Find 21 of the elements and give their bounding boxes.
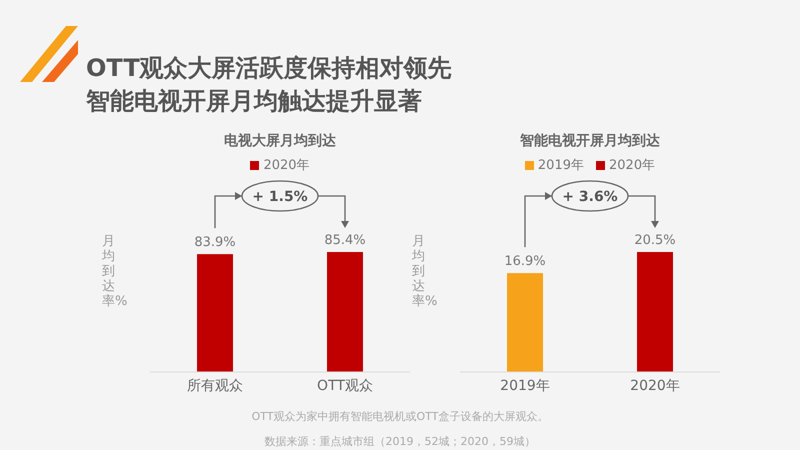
x-tick-label: 所有观众 <box>187 378 243 394</box>
chart-title: 智能电视开屏月均到达 <box>519 132 661 150</box>
y-axis-title: 月均到达率% <box>412 234 438 309</box>
y-axis-title: 月均到达率% <box>102 234 128 309</box>
text: 智能电视开屏月均触达提升显著 <box>86 86 423 117</box>
legend-label: 2019年 <box>536 157 584 174</box>
data-label: 20.5% <box>634 233 676 248</box>
data-label: 85.4% <box>324 233 366 248</box>
x-tick-label: 2020年 <box>630 378 680 394</box>
text: OTT观众为家中拥有智能电视机或OTT盒子设备的大屏观众。 <box>250 409 550 425</box>
text: OTT观众大屏活跃度保持相对领先 <box>86 53 452 84</box>
text: + 3.6% <box>562 189 618 205</box>
text: + 1.5% <box>252 189 308 205</box>
x-tick-label: 2019年 <box>500 378 550 394</box>
data-label: 83.9% <box>194 235 236 250</box>
legend-label: 2020年 <box>608 157 656 174</box>
source-note: 数据来源：重点城市组（2019，52城；2020，59城） <box>264 434 536 450</box>
legend-label: 2020年 <box>262 157 310 174</box>
data-label: 16.9% <box>504 254 546 270</box>
x-tick-label: OTT观众 <box>317 378 373 394</box>
chart-title: 电视大屏月均到达 <box>223 132 337 150</box>
